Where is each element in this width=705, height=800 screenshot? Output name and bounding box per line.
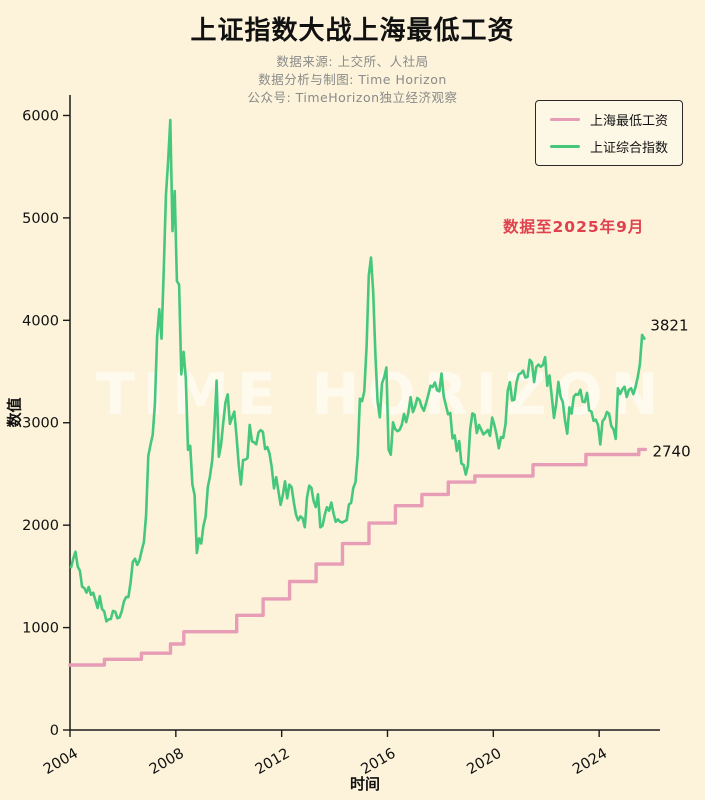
x-axis-label: 时间	[349, 775, 380, 793]
data-cutoff-note: 数据至2025年9月	[503, 218, 645, 236]
chart-title: 上证指数大战上海最低工资	[190, 16, 515, 46]
y-tick-label: 3000	[22, 416, 59, 432]
y-tick-label: 4000	[22, 313, 59, 329]
y-tick-label: 6000	[22, 108, 59, 124]
min-wage-line	[68, 447, 648, 667]
wage-line-swatch	[549, 117, 580, 122]
legend-label-min-wage: 上海最低工资	[589, 114, 668, 129]
credit-line: 数据分析与制图: Time Horizon	[258, 71, 447, 87]
y-tick-label: 5000	[22, 211, 59, 227]
data-source-line: 数据来源: 上交所、人社局	[276, 54, 429, 69]
min-wage-end-value: 2740	[652, 442, 690, 460]
chart-header: 上证指数大战上海最低工资 数据来源: 上交所、人社局 数据分析与制图: Time…	[0, 6, 705, 106]
legend: 上海最低工资 上证综合指数	[534, 100, 683, 166]
y-tick-label: 1000	[22, 621, 59, 637]
y-tick-label: 0	[50, 723, 59, 739]
index-line-swatch	[549, 144, 580, 149]
y-tick-label: 2000	[22, 518, 59, 534]
sse-index-end-value: 3821	[650, 317, 688, 335]
legend-item-min-wage: 上海最低工资	[549, 110, 668, 129]
y-axis-label: 数值	[5, 397, 24, 428]
legend-label-sse-index: 上证综合指数	[589, 141, 668, 156]
account-line: 公众号: TimeHorizon独立经济观察	[247, 89, 458, 105]
legend-item-sse-index: 上证综合指数	[549, 137, 668, 156]
sse-index-line	[69, 118, 646, 623]
